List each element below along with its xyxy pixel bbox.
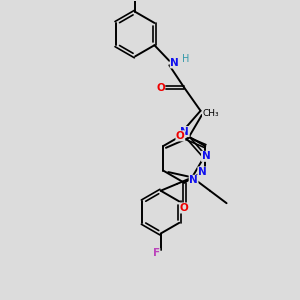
Text: O: O: [156, 82, 165, 93]
Text: N: N: [202, 151, 210, 161]
Text: O: O: [176, 131, 185, 141]
Text: N: N: [170, 58, 179, 68]
Text: N: N: [180, 127, 189, 136]
Text: O: O: [180, 203, 189, 213]
Text: F: F: [153, 248, 160, 258]
Text: H: H: [182, 54, 189, 64]
Text: CH₃: CH₃: [202, 109, 219, 118]
Text: N: N: [189, 175, 198, 185]
Text: N: N: [198, 167, 207, 177]
